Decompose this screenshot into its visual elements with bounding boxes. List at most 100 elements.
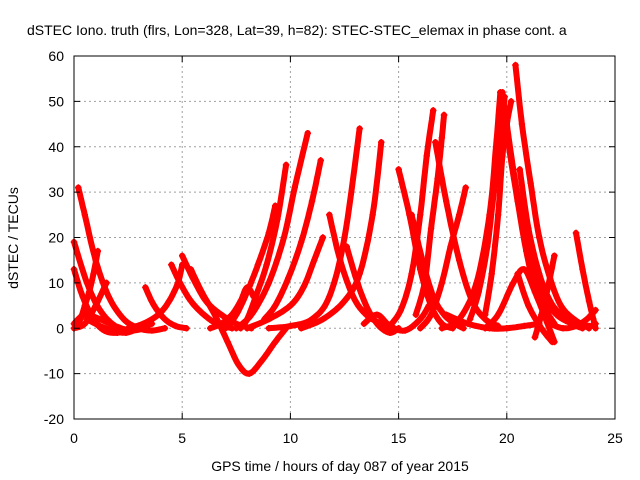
data-point — [83, 315, 91, 323]
data-point — [81, 302, 89, 309]
data-point — [423, 152, 430, 160]
data-point — [542, 315, 549, 323]
data-point — [354, 279, 361, 287]
data-point — [551, 252, 558, 259]
data-point — [455, 211, 463, 219]
data-point — [198, 288, 205, 296]
series-line — [417, 184, 469, 332]
data-point — [499, 89, 506, 96]
data-point — [96, 315, 104, 323]
y-tick-label: 60 — [48, 48, 64, 64]
data-point — [510, 166, 517, 173]
data-point — [280, 234, 288, 241]
data-point — [319, 234, 327, 241]
data-point — [287, 302, 294, 309]
data-series — [564, 311, 599, 330]
data-point — [211, 311, 218, 318]
data-point — [438, 325, 446, 332]
data-series — [417, 184, 469, 332]
data-series — [298, 139, 385, 332]
series-line — [73, 248, 101, 329]
data-point — [224, 338, 231, 346]
data-point — [488, 270, 495, 277]
data-point — [150, 302, 158, 309]
data-point — [300, 284, 307, 291]
data-point — [252, 293, 259, 300]
data-point — [486, 325, 493, 332]
data-point — [317, 157, 324, 164]
data-point — [577, 320, 584, 327]
data-point — [176, 279, 184, 287]
data-series — [531, 252, 558, 341]
data-point — [512, 61, 519, 69]
series-line — [573, 230, 599, 332]
data-point — [494, 211, 502, 219]
data-point — [430, 107, 437, 114]
series-line — [514, 270, 556, 345]
data-series — [514, 270, 556, 346]
data-point — [557, 302, 565, 309]
x-tick-label: 20 — [499, 430, 515, 446]
data-point — [516, 166, 523, 173]
data-point — [427, 225, 435, 232]
data-point — [243, 288, 251, 296]
data-point — [161, 325, 169, 332]
x-tick-label: 15 — [391, 430, 407, 446]
series-line — [326, 211, 398, 332]
data-point — [494, 311, 502, 318]
data-point — [282, 161, 290, 169]
data-point — [168, 261, 175, 268]
data-point — [531, 334, 539, 341]
data-point — [438, 134, 446, 141]
series-line — [265, 125, 363, 332]
data-point — [401, 327, 409, 334]
data-point — [397, 306, 404, 314]
data-point — [233, 311, 240, 318]
data-point — [503, 325, 510, 332]
data-point — [546, 320, 554, 327]
data-point — [265, 279, 272, 287]
data-point — [272, 302, 279, 309]
data-point — [438, 279, 446, 287]
data-point — [341, 234, 348, 241]
data-point — [455, 256, 463, 264]
plot-frame — [73, 55, 616, 420]
data-point — [583, 315, 591, 323]
data-point — [395, 166, 402, 173]
data-point — [148, 327, 156, 334]
data-point — [507, 98, 515, 105]
data-point — [311, 256, 318, 264]
data-point — [243, 325, 251, 332]
data-point — [217, 320, 225, 327]
data-point — [356, 125, 363, 132]
data-point — [291, 184, 298, 191]
data-point — [503, 120, 510, 128]
data-point — [375, 322, 383, 330]
data-point — [427, 311, 435, 318]
data-point — [538, 311, 545, 318]
y-tick-label: 40 — [48, 139, 64, 155]
data-point — [481, 311, 489, 318]
data-point — [525, 225, 532, 232]
data-point — [85, 288, 93, 296]
data-point — [81, 320, 89, 327]
data-point — [248, 311, 255, 318]
data-series — [432, 139, 502, 330]
data-point — [525, 302, 532, 309]
data-point — [572, 229, 580, 237]
data-point — [166, 297, 173, 305]
data-point — [510, 279, 517, 287]
data-series — [233, 129, 311, 332]
data-point — [235, 361, 242, 368]
data-point — [462, 184, 469, 191]
data-point — [81, 211, 89, 219]
data-point — [527, 179, 534, 187]
data-point — [440, 111, 448, 119]
data-point — [298, 238, 305, 246]
data-point — [326, 293, 333, 300]
y-tick-label: -20 — [44, 411, 64, 427]
data-point — [386, 329, 394, 336]
data-point — [272, 202, 279, 209]
series-line — [261, 157, 324, 323]
